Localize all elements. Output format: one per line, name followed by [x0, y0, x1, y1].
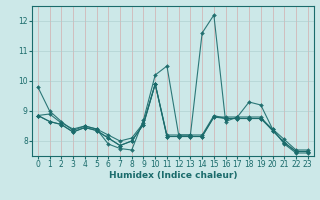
X-axis label: Humidex (Indice chaleur): Humidex (Indice chaleur) [108, 171, 237, 180]
